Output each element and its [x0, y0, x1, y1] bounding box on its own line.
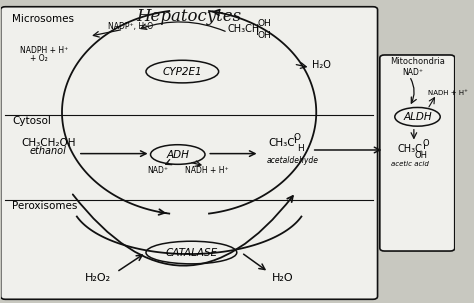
- Text: NADH + H⁺: NADH + H⁺: [185, 166, 229, 175]
- Text: Mitochondria: Mitochondria: [390, 57, 445, 65]
- Text: OH: OH: [415, 151, 428, 160]
- Text: OH: OH: [257, 19, 271, 28]
- Text: Hepatocytes: Hepatocytes: [137, 8, 242, 25]
- Text: O: O: [293, 132, 301, 142]
- Text: O: O: [423, 139, 429, 148]
- Text: CH₃C: CH₃C: [269, 138, 295, 148]
- Ellipse shape: [146, 241, 237, 264]
- Text: H₂O: H₂O: [272, 273, 293, 283]
- Text: CH₃C: CH₃C: [398, 144, 423, 154]
- Text: acetic acid: acetic acid: [392, 161, 429, 167]
- FancyBboxPatch shape: [0, 7, 378, 299]
- Ellipse shape: [146, 60, 219, 83]
- Text: + O₂: + O₂: [30, 54, 48, 63]
- Text: H: H: [297, 144, 304, 153]
- Text: ethanol: ethanol: [30, 146, 67, 157]
- Text: NADH + H⁺: NADH + H⁺: [428, 90, 468, 96]
- Text: Peroxisomes: Peroxisomes: [12, 201, 77, 211]
- Text: H₂O: H₂O: [312, 60, 330, 70]
- Text: NAD⁺: NAD⁺: [147, 166, 168, 175]
- Text: Cytosol: Cytosol: [12, 116, 51, 126]
- Text: OH: OH: [257, 31, 271, 40]
- Ellipse shape: [151, 145, 205, 164]
- Text: CH₃CH₂OH: CH₃CH₂OH: [21, 138, 76, 148]
- Text: NAD⁺: NAD⁺: [402, 68, 424, 77]
- Text: ALDH: ALDH: [403, 112, 432, 122]
- Text: H₂O₂: H₂O₂: [85, 273, 111, 283]
- Text: acetaldehyde: acetaldehyde: [266, 156, 319, 165]
- Text: NADP⁺, H₂O: NADP⁺, H₂O: [108, 22, 153, 31]
- Text: Microsomes: Microsomes: [12, 14, 74, 24]
- Text: CATALASE: CATALASE: [165, 248, 218, 258]
- Text: NADPH + H⁺: NADPH + H⁺: [20, 46, 68, 55]
- Ellipse shape: [395, 108, 440, 126]
- Text: CH₃CH: CH₃CH: [228, 24, 260, 34]
- Text: ADH: ADH: [166, 149, 189, 159]
- FancyBboxPatch shape: [380, 55, 455, 251]
- Text: CYP2E1: CYP2E1: [163, 67, 202, 77]
